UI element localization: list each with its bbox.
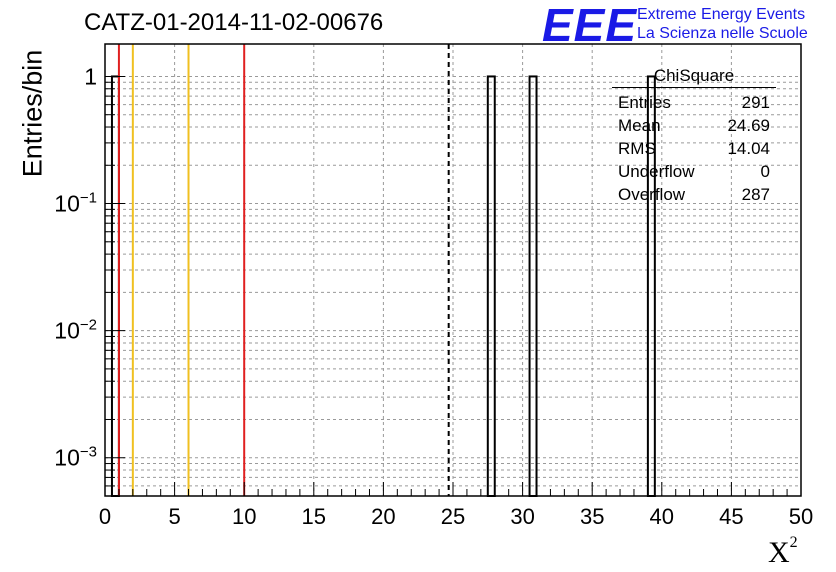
x-tick-label: 20 (371, 504, 395, 529)
stats-row: Mean 24.69 (612, 114, 776, 137)
histogram-bin (110, 75, 120, 497)
stats-label: RMS (618, 139, 656, 158)
x-axis-label-base: X (768, 536, 790, 569)
ticks-layer: 0 5 10 15 20 25 30 35 40 45 50 1 10−1 10−2 10−3 (54, 63, 813, 529)
x-tick-label: 50 (789, 504, 813, 529)
histogram-bin (486, 75, 496, 497)
stats-value: 0 (760, 162, 770, 181)
x-tick-label: 30 (510, 504, 534, 529)
stats-box: ChiSquare Entries 291 Mean 24.69 RMS 14.… (612, 66, 776, 206)
stats-row: RMS 14.04 (612, 137, 776, 160)
stats-value: 24.69 (727, 116, 770, 135)
stats-label: Overflow (618, 185, 686, 204)
stats-value: 291 (741, 93, 770, 112)
x-tick-label: 25 (441, 504, 465, 529)
x-tick-label: 0 (99, 504, 111, 529)
threshold-lines-layer (117, 44, 450, 496)
stats-row: Entries 291 (612, 91, 776, 114)
y-tick-label: 10−2 (54, 317, 97, 344)
stats-value: 287 (741, 185, 770, 204)
x-tick-label: 45 (719, 504, 743, 529)
stats-row: Underflow 0 (612, 160, 776, 183)
stats-row: Overflow 287 (612, 183, 776, 206)
histogram-bin (528, 75, 538, 497)
x-axis-label: X2 (768, 534, 798, 570)
x-tick-label: 15 (302, 504, 326, 529)
y-axis-label: Entries/bin (17, 49, 48, 178)
stats-title: ChiSquare (612, 66, 776, 88)
x-tick-label: 40 (650, 504, 674, 529)
stats-value: 14.04 (727, 139, 770, 158)
logo-line-2: La Scienza nelle Scuole (637, 25, 808, 42)
chart-title: CATZ-01-2014-11-02-00676 (84, 9, 384, 36)
y-tick-label: 10−3 (54, 444, 97, 471)
x-tick-label: 35 (580, 504, 604, 529)
stats-label: Entries (618, 93, 671, 112)
logo-line-1: Extreme Energy Events (637, 6, 806, 23)
y-tick-label: 1 (84, 63, 97, 89)
stats-label: Underflow (618, 162, 695, 181)
x-tick-label: 10 (232, 504, 256, 529)
grid-layer (105, 44, 801, 497)
x-tick-label: 5 (168, 504, 180, 529)
y-tick-label: 10−1 (54, 190, 97, 217)
x-axis-label-sup: 2 (789, 534, 798, 551)
stats-label: Mean (618, 116, 661, 135)
eee-logo: EEE (542, 0, 638, 51)
